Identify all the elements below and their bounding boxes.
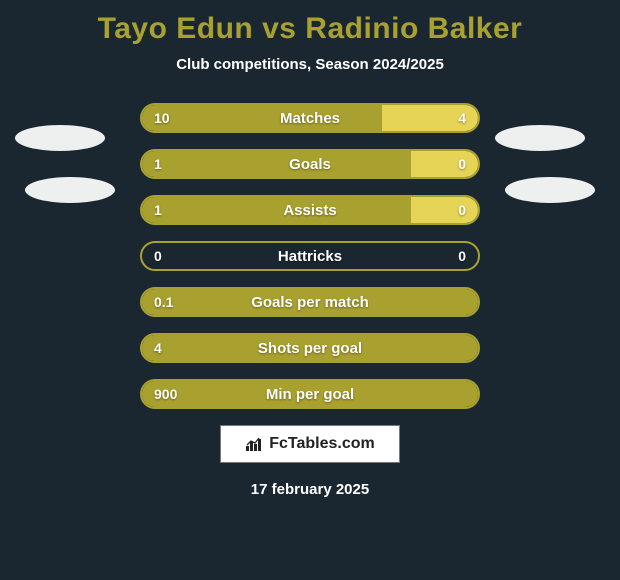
stat-row: 10 Matches 4 — [0, 103, 620, 133]
stat-bar: 900 Min per goal — [140, 379, 480, 409]
stat-bar: 0.1 Goals per match — [140, 287, 480, 317]
stat-bar-left — [142, 335, 478, 361]
stat-row: 4 Shots per goal — [0, 333, 620, 363]
stat-bar-left — [142, 151, 411, 177]
stat-row: 0.1 Goals per match — [0, 287, 620, 317]
stat-row: 1 Assists 0 — [0, 195, 620, 225]
stat-bar: 10 Matches 4 — [140, 103, 480, 133]
comparison-chart: 10 Matches 4 1 Goals 0 1 Assists 0 0 Hat… — [0, 103, 620, 409]
stat-bar-right — [411, 151, 478, 177]
stat-bar-right — [411, 197, 478, 223]
site-logo[interactable]: FcTables.com — [220, 425, 400, 463]
stat-bar-left — [142, 105, 382, 131]
stat-bar: 0 Hattricks 0 — [140, 241, 480, 271]
stat-bar: 1 Goals 0 — [140, 149, 480, 179]
stat-bar: 1 Assists 0 — [140, 195, 480, 225]
stat-row: 0 Hattricks 0 — [0, 241, 620, 271]
stat-value-right: 0 — [458, 243, 466, 269]
subtitle: Club competitions, Season 2024/2025 — [0, 56, 620, 73]
stat-bar-left — [142, 289, 478, 315]
stat-bar-right — [382, 105, 478, 131]
site-logo-text: FcTables.com — [269, 435, 375, 453]
stat-label: Hattricks — [142, 243, 478, 269]
stat-bar-left — [142, 197, 411, 223]
stat-bar: 4 Shots per goal — [140, 333, 480, 363]
stat-row: 900 Min per goal — [0, 379, 620, 409]
stat-value-left: 0 — [154, 243, 162, 269]
bar-chart-icon — [245, 436, 265, 452]
date-label: 17 february 2025 — [0, 481, 620, 498]
page-title: Tayo Edun vs Radinio Balker — [0, 0, 620, 46]
stat-bar-left — [142, 381, 478, 407]
stat-row: 1 Goals 0 — [0, 149, 620, 179]
